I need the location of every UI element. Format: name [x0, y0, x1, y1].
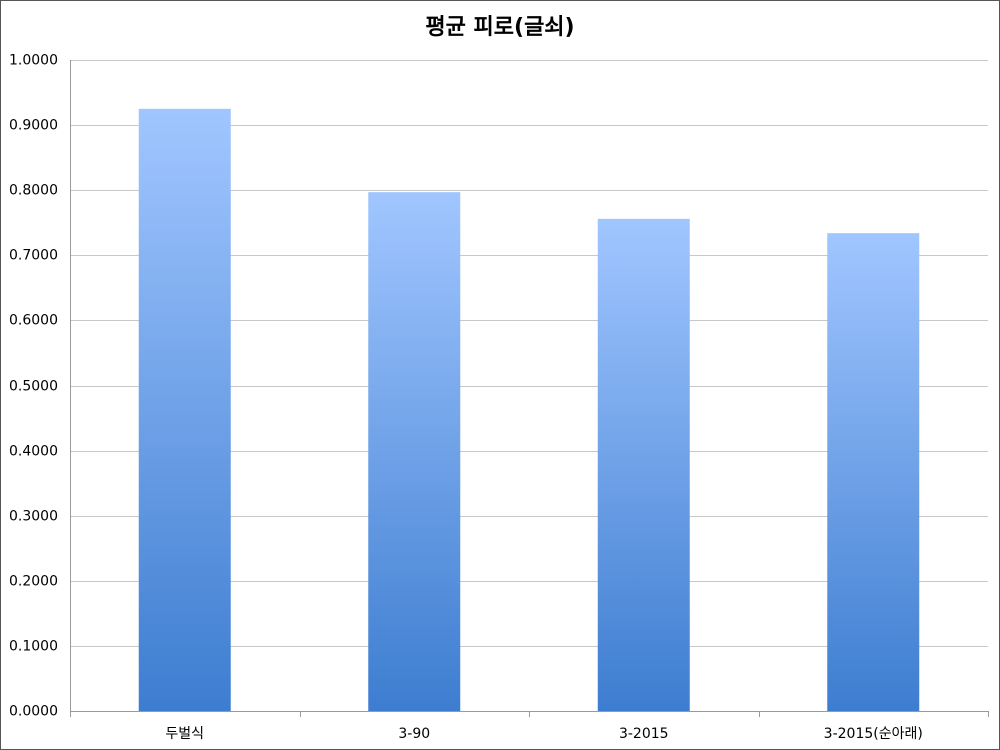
x-tick-label: 두벌식 [165, 726, 204, 742]
bar [368, 192, 461, 711]
y-tick-label: 0.5000 [9, 379, 58, 395]
y-tick-label: 0.3000 [9, 509, 58, 525]
bar [827, 233, 920, 711]
bar [138, 108, 231, 711]
x-tick-label: 3-2015 [619, 726, 669, 742]
chart-title: 평균 피로(글쇠) [425, 15, 574, 40]
y-tick-label: 0.9000 [9, 118, 58, 134]
y-tick-label: 0.8000 [9, 183, 58, 199]
x-tick-label: 3-2015(순아래) [824, 726, 923, 742]
y-tick-label: 0.7000 [9, 248, 58, 264]
y-tick-label: 0.0000 [9, 704, 58, 720]
bar [597, 218, 690, 711]
y-tick-label: 0.6000 [9, 313, 58, 329]
y-tick-label: 1.0000 [9, 53, 58, 69]
y-tick-label: 0.4000 [9, 444, 58, 460]
y-tick-label: 0.1000 [9, 639, 58, 655]
x-tick-label: 3-90 [398, 726, 430, 742]
y-tick-label: 0.2000 [9, 574, 58, 590]
